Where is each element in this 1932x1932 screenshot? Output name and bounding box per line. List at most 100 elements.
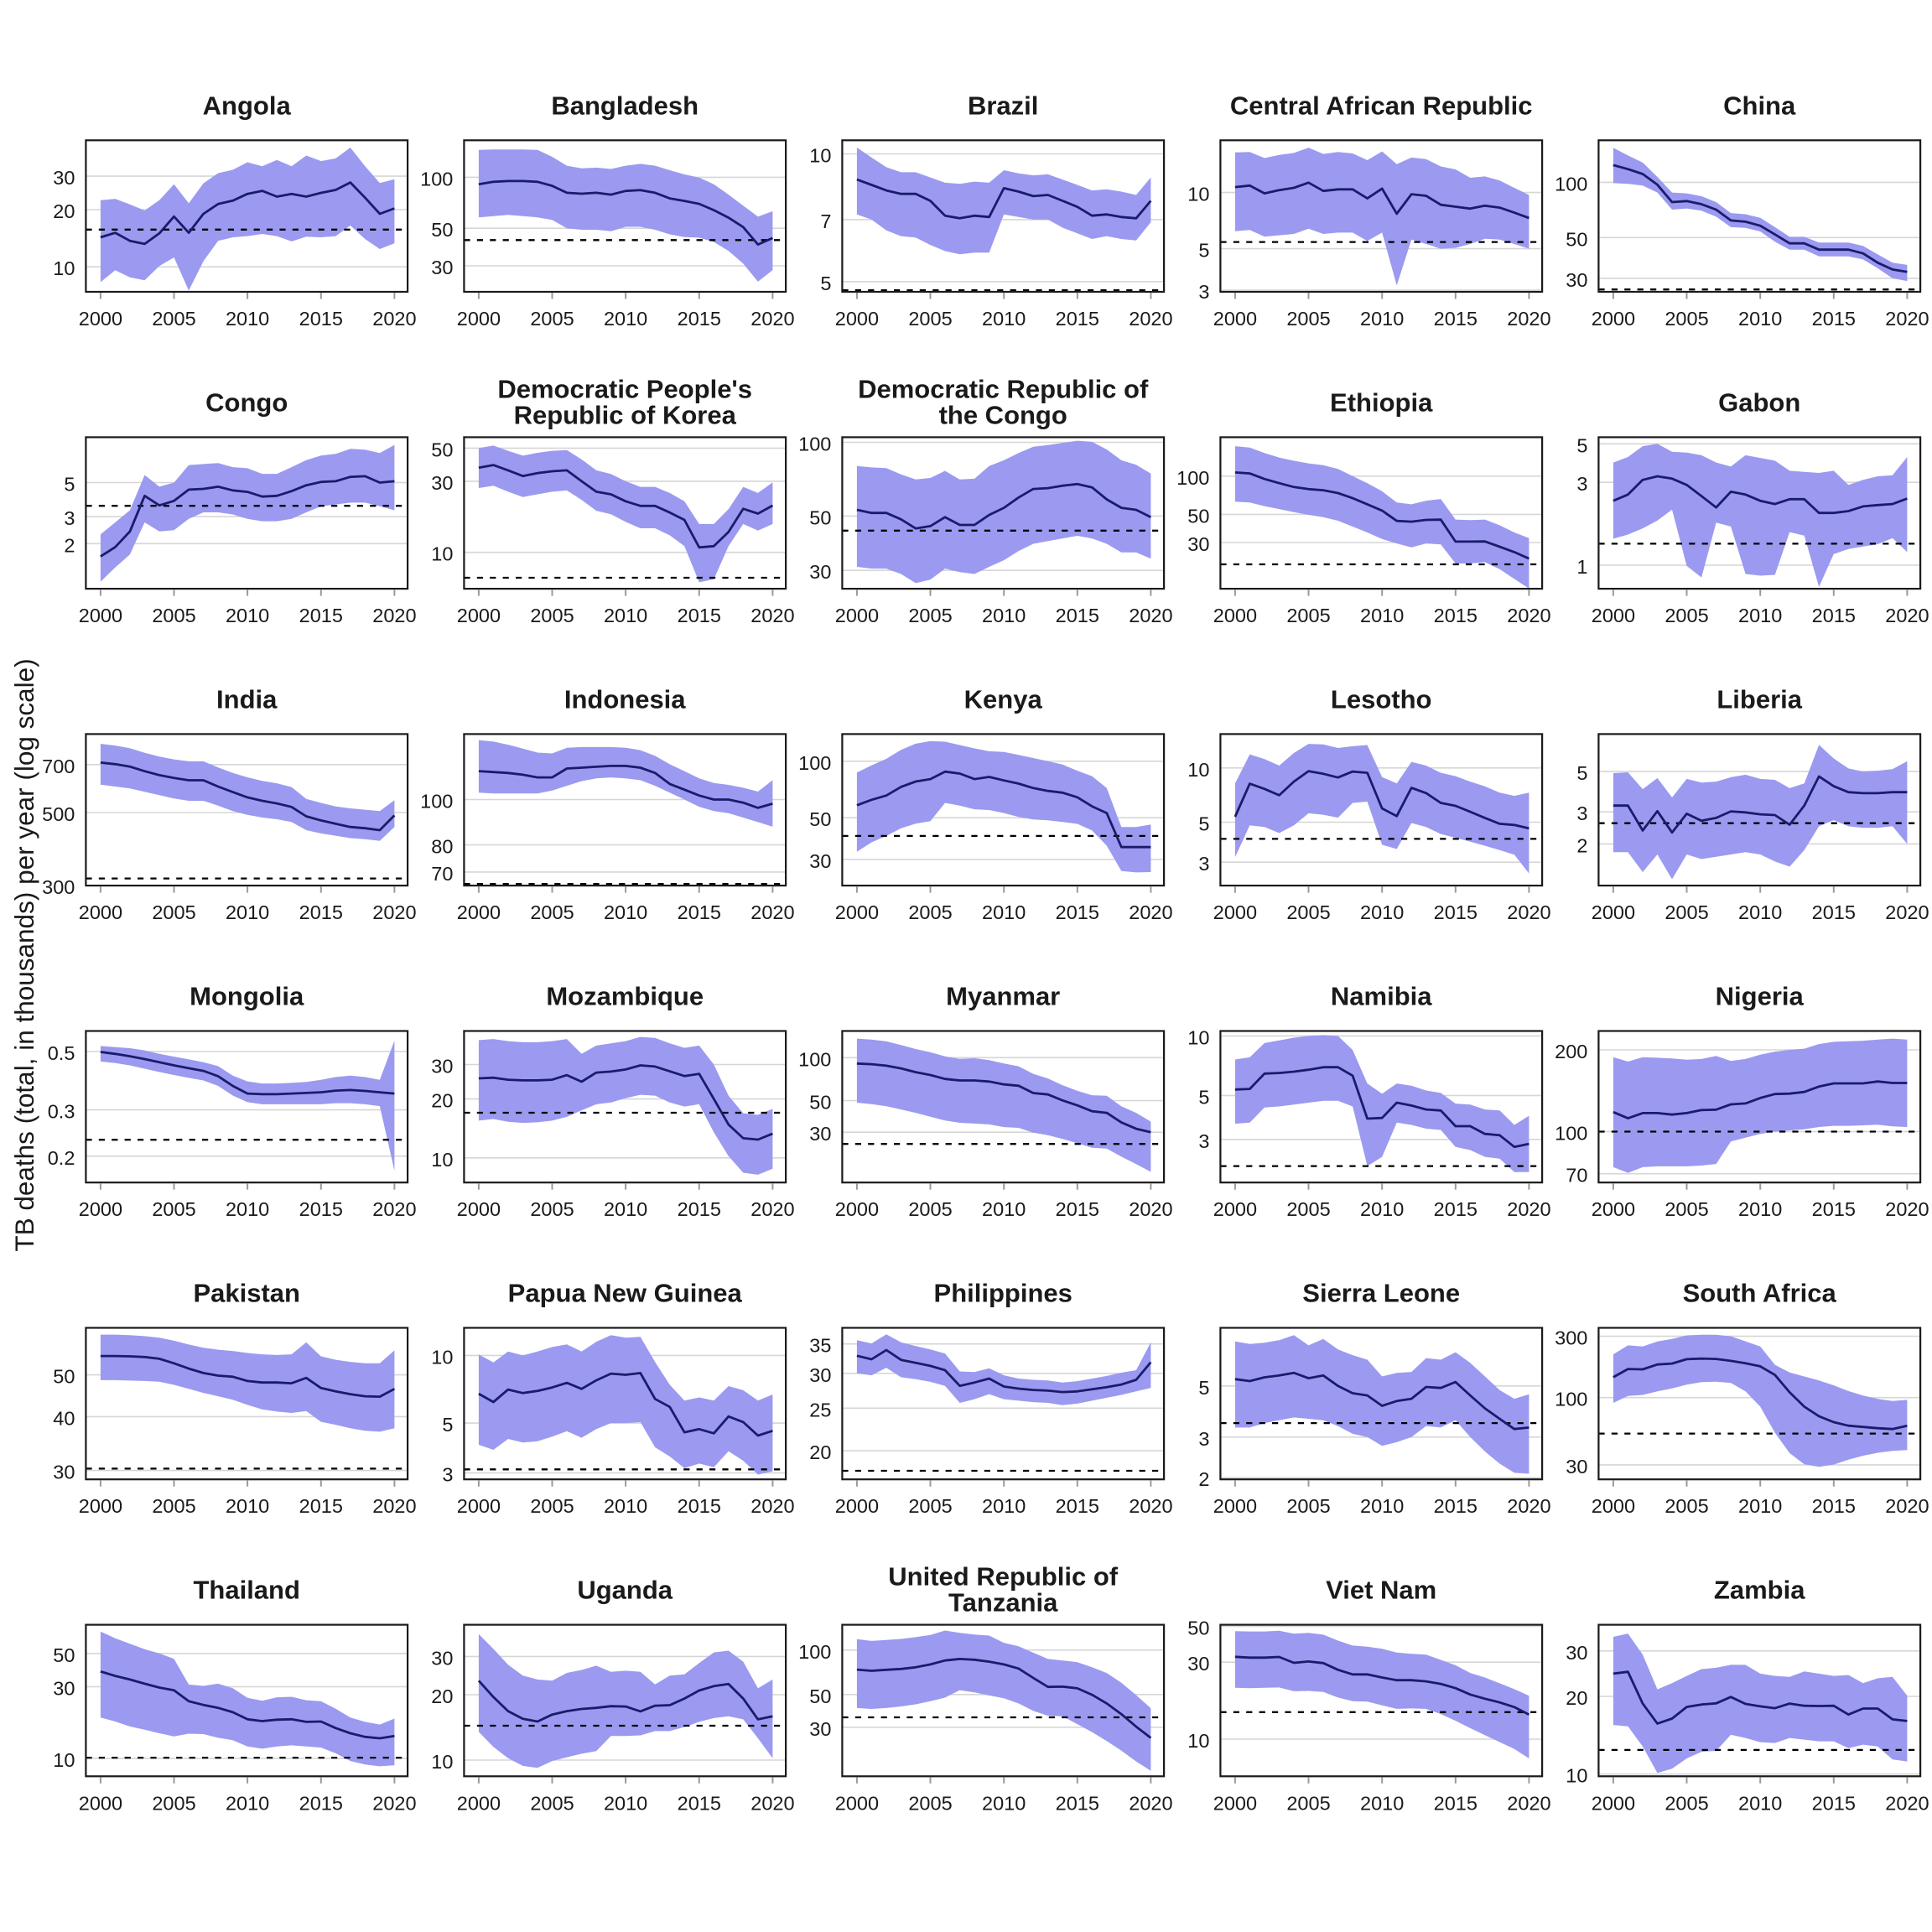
svg-text:2000: 2000 [835,1495,879,1517]
svg-text:Uganda: Uganda [577,1576,673,1605]
svg-text:2010: 2010 [1738,308,1782,330]
svg-text:2015: 2015 [678,1792,721,1814]
svg-text:100: 100 [798,752,831,774]
svg-text:2000: 2000 [457,1792,501,1814]
svg-text:2015: 2015 [1812,1792,1856,1814]
svg-text:2015: 2015 [1056,308,1099,330]
svg-text:2005: 2005 [1665,308,1708,330]
svg-text:2000: 2000 [79,1495,122,1517]
svg-text:2015: 2015 [678,605,721,626]
svg-text:10: 10 [53,257,75,279]
svg-text:2010: 2010 [982,1792,1026,1814]
svg-text:Gabon: Gabon [1718,387,1800,417]
svg-text:2015: 2015 [1812,1198,1856,1220]
svg-text:2020: 2020 [750,1495,794,1517]
svg-text:10: 10 [431,1149,453,1171]
svg-text:2005: 2005 [530,1198,574,1220]
svg-text:2000: 2000 [457,308,501,330]
svg-text:2005: 2005 [908,901,952,923]
svg-text:2015: 2015 [678,308,721,330]
svg-text:20: 20 [53,200,75,222]
svg-text:20: 20 [809,1441,831,1463]
svg-text:2010: 2010 [1360,1495,1404,1517]
svg-text:2005: 2005 [1665,605,1708,626]
svg-text:Zambia: Zambia [1714,1576,1805,1605]
svg-text:2015: 2015 [1812,308,1856,330]
svg-text:2000: 2000 [79,1198,122,1220]
svg-text:2015: 2015 [1056,605,1099,626]
svg-text:2020: 2020 [1507,1792,1550,1814]
svg-text:2015: 2015 [1056,901,1099,923]
svg-text:50: 50 [809,1685,831,1707]
svg-text:10: 10 [431,1751,453,1773]
svg-text:2020: 2020 [1129,308,1172,330]
svg-text:2010: 2010 [604,1792,647,1814]
svg-text:2005: 2005 [152,1198,195,1220]
svg-text:10: 10 [1566,1765,1587,1787]
svg-text:2000: 2000 [457,605,501,626]
svg-text:2000: 2000 [1213,1198,1257,1220]
svg-text:Pakistan: Pakistan [193,1279,300,1308]
svg-text:Congo: Congo [205,387,288,417]
svg-text:2000: 2000 [1592,605,1635,626]
svg-text:100: 100 [1555,1123,1587,1145]
svg-text:1: 1 [1576,556,1587,578]
svg-text:50: 50 [809,808,831,830]
svg-text:2005: 2005 [530,901,574,923]
svg-text:200: 200 [1555,1041,1587,1062]
svg-text:2000: 2000 [1213,308,1257,330]
svg-text:2005: 2005 [1665,1495,1708,1517]
svg-text:5: 5 [1198,1086,1209,1108]
svg-text:2000: 2000 [457,1198,501,1220]
svg-text:2005: 2005 [908,1792,952,1814]
svg-text:Liberia: Liberia [1716,684,1802,714]
svg-text:2010: 2010 [1360,1198,1404,1220]
svg-text:300: 300 [1555,1327,1587,1349]
svg-text:0.2: 0.2 [48,1147,75,1169]
svg-text:10: 10 [53,1749,75,1771]
svg-text:80: 80 [431,836,453,858]
svg-text:20: 20 [1566,1687,1587,1709]
svg-text:TB deaths (total, in thousands: TB deaths (total, in thousands) per year… [9,658,39,1251]
svg-text:2010: 2010 [982,1198,1026,1220]
svg-text:Namibia: Namibia [1331,982,1432,1011]
svg-text:2020: 2020 [1507,1495,1550,1517]
svg-text:2015: 2015 [1434,605,1478,626]
svg-text:30: 30 [431,1056,453,1078]
svg-text:2005: 2005 [1665,1792,1708,1814]
svg-text:2000: 2000 [457,1495,501,1517]
svg-text:5: 5 [442,1414,453,1436]
svg-text:2010: 2010 [982,1495,1026,1517]
svg-text:2005: 2005 [1286,1792,1330,1814]
svg-text:2015: 2015 [1056,1198,1099,1220]
svg-text:Mongolia: Mongolia [190,982,304,1011]
svg-text:South Africa: South Africa [1683,1279,1837,1308]
svg-text:2010: 2010 [1360,308,1404,330]
svg-text:2020: 2020 [750,1792,794,1814]
svg-text:2015: 2015 [1812,901,1856,923]
svg-text:10: 10 [1187,759,1209,781]
svg-text:2005: 2005 [1665,901,1708,923]
svg-text:100: 100 [420,791,453,813]
svg-text:2000: 2000 [1213,1792,1257,1814]
svg-text:Lesotho: Lesotho [1331,684,1432,714]
svg-text:2005: 2005 [1286,1198,1330,1220]
svg-text:2000: 2000 [835,901,879,923]
svg-text:2020: 2020 [372,901,416,923]
svg-text:70: 70 [1566,1165,1587,1187]
svg-text:2000: 2000 [835,308,879,330]
svg-text:Indonesia: Indonesia [564,684,686,714]
svg-text:30: 30 [809,561,831,583]
svg-text:0.5: 0.5 [48,1042,75,1064]
svg-text:2020: 2020 [1507,605,1550,626]
svg-text:Viet Nam: Viet Nam [1326,1576,1436,1605]
svg-text:2020: 2020 [372,308,416,330]
svg-text:2020: 2020 [1885,1495,1929,1517]
svg-text:2005: 2005 [152,605,195,626]
svg-text:2015: 2015 [299,901,343,923]
svg-text:2015: 2015 [299,605,343,626]
svg-text:2000: 2000 [835,605,879,626]
svg-text:2015: 2015 [1434,1792,1478,1814]
svg-text:30: 30 [53,1462,75,1483]
svg-text:2010: 2010 [1738,1792,1782,1814]
